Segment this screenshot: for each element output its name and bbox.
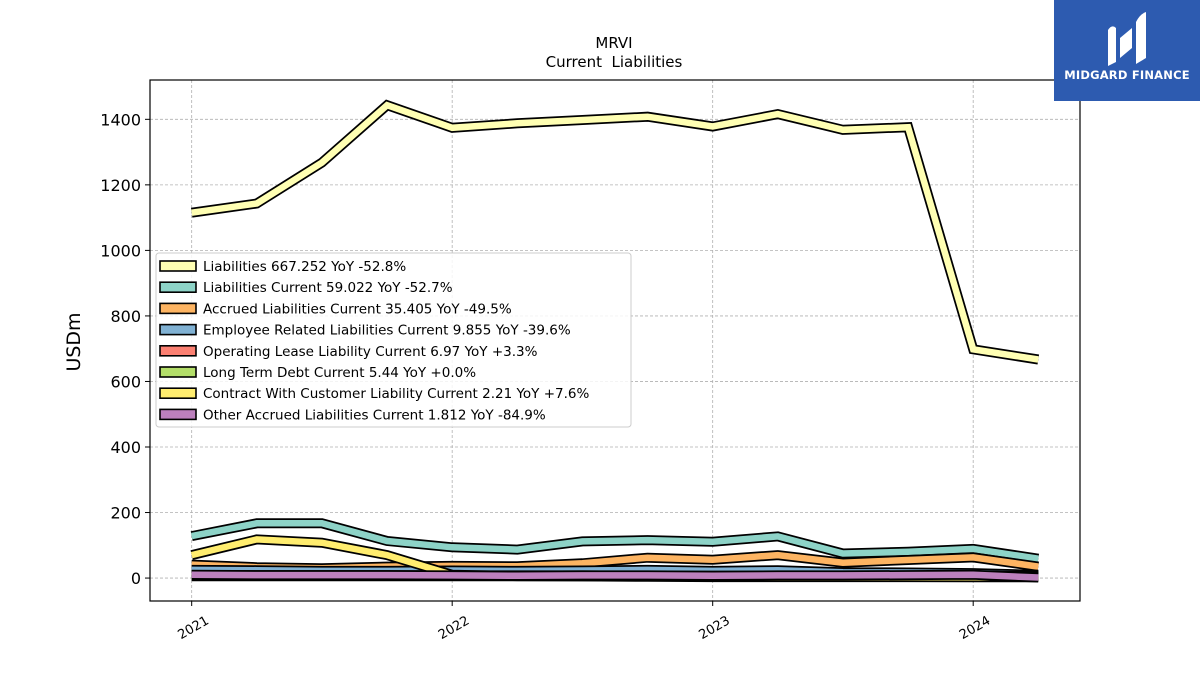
legend-box — [155, 252, 632, 428]
legend-item: Liabilities 667.252 YoY -52.8% — [159, 259, 406, 275]
legend-item: Other Accrued Liabilities Current 1.812 … — [159, 407, 546, 423]
legend-item: Contract With Customer Liability Current… — [159, 386, 589, 402]
y-tick-label: 800 — [110, 307, 141, 326]
series-stroke — [191, 101, 1039, 363]
legend-item: Long Term Debt Current 5.44 YoY +0.0% — [159, 365, 476, 381]
legend: Liabilities 667.252 YoY -52.8% Liabilitie… — [155, 252, 632, 428]
legend-swatch — [159, 366, 197, 378]
series-line — [191, 569, 1039, 583]
legend-label: Contract With Customer Liability Current… — [203, 386, 589, 402]
legend-swatch — [159, 260, 197, 272]
plot-frame — [149, 79, 1081, 602]
legend-label: Long Term Debt Current 5.44 YoY +0.0% — [203, 365, 476, 381]
legend-swatch — [159, 281, 197, 294]
legend-label: Operating Lease Liability Current 6.97 Y… — [203, 344, 538, 360]
legend-label: Accrued Liabilities Current 35.405 YoY -… — [203, 301, 512, 317]
legend-swatch — [159, 387, 197, 400]
legend-label: Liabilities Current 59.022 YoY -52.7% — [203, 280, 453, 296]
x-tick-label: 2022 — [436, 613, 472, 643]
legend-item: Operating Lease Liability Current 6.97 Y… — [159, 344, 538, 360]
brand-logo: MIDGARD FINANCE — [1054, 0, 1200, 101]
chart-title: MRVI — [595, 34, 632, 52]
y-tick-label: 600 — [110, 372, 141, 391]
legend-swatch — [159, 302, 197, 315]
legend-swatch — [159, 344, 197, 357]
y-tick-label: 400 — [110, 438, 141, 457]
y-tick-label: 1000 — [100, 241, 141, 260]
y-tick-label: 0 — [131, 569, 141, 588]
x-tick-label: 2024 — [957, 613, 993, 643]
legend-label: Other Accrued Liabilities Current 1.812 … — [203, 407, 546, 423]
series-line — [191, 99, 1040, 365]
legend-label: Liabilities 667.252 YoY -52.8% — [203, 259, 406, 275]
series-stroke — [191, 520, 1039, 562]
legend-swatch — [159, 408, 197, 421]
y-axis-label: USDm — [63, 312, 85, 371]
y-tick-label: 1400 — [100, 110, 141, 129]
legend-item: Accrued Liabilities Current 35.405 YoY -… — [159, 301, 512, 317]
series-line — [190, 518, 1040, 564]
chart-subtitle: Current Liabilities — [546, 53, 683, 71]
legend-label: Employee Related Liabilities Current 9.8… — [203, 323, 571, 339]
legend-swatch — [159, 323, 197, 336]
logo-text: MIDGARD FINANCE — [1064, 68, 1190, 82]
legend-item: Liabilities Current 59.022 YoY -52.7% — [159, 280, 453, 296]
x-tick-label: 2021 — [176, 613, 212, 643]
y-tick-label: 1200 — [100, 176, 141, 195]
midgard-logo-icon — [1108, 12, 1146, 66]
x-tick-label: 2023 — [697, 613, 733, 643]
series-lines — [190, 99, 1040, 583]
legend-item: Employee Related Liabilities Current 9.8… — [159, 323, 571, 339]
y-tick-label: 200 — [110, 504, 141, 523]
series-stroke — [191, 571, 1039, 581]
